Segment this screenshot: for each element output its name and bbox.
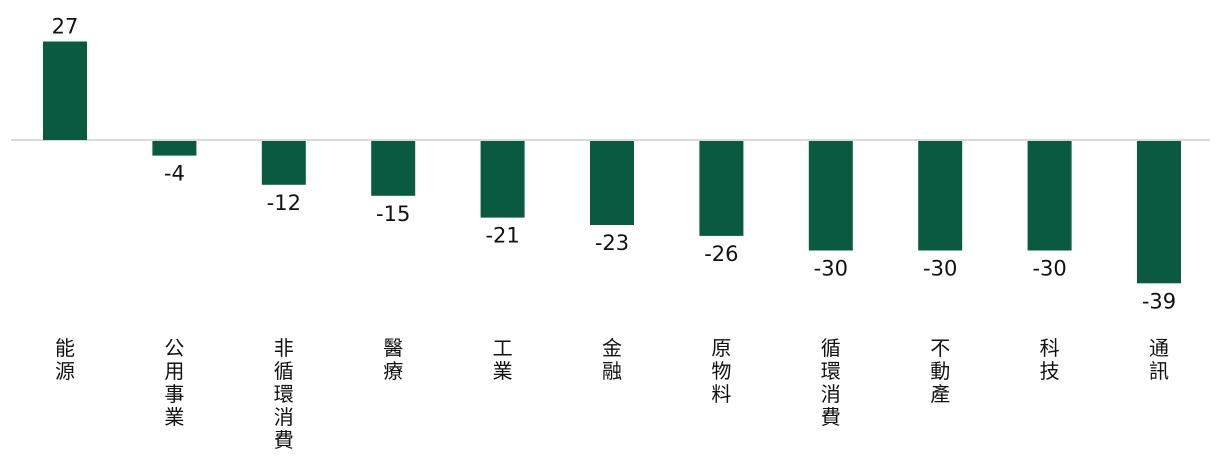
bar — [590, 141, 634, 225]
category-label: 科技 — [1040, 336, 1060, 383]
category-label-group: 能源 公用事業 非循環消費 醫療 工業 金融 原物料 循環消費 不動產 科技 通訊 — [55, 336, 1169, 452]
bar — [1027, 141, 1072, 251]
bar — [43, 41, 87, 140]
bar — [152, 141, 197, 156]
data-label: -23 — [595, 231, 629, 255]
data-label: -39 — [1142, 289, 1176, 313]
bar — [699, 141, 744, 236]
category-label: 不動產 — [930, 336, 950, 406]
category-label: 金融 — [602, 336, 622, 383]
bar — [261, 141, 306, 185]
category-label: 循環消費 — [821, 336, 841, 429]
bar-group — [43, 41, 1181, 284]
bar — [1137, 141, 1181, 284]
category-label: 醫療 — [383, 336, 403, 383]
bar — [808, 141, 853, 251]
bar — [918, 141, 963, 251]
category-label: 通訊 — [1149, 336, 1169, 383]
category-label: 公用事業 — [164, 336, 184, 429]
bar — [371, 141, 416, 196]
data-label: -4 — [164, 162, 185, 186]
data-label: -30 — [1032, 257, 1066, 281]
category-label: 非循環消費 — [274, 336, 294, 452]
bar — [480, 141, 525, 218]
data-label: -30 — [814, 257, 848, 281]
category-label: 工業 — [493, 336, 513, 383]
data-label: 27 — [52, 15, 79, 39]
category-label: 能源 — [55, 336, 75, 383]
data-label: -15 — [376, 202, 410, 226]
data-label: -12 — [267, 191, 301, 215]
data-label: -21 — [485, 224, 519, 248]
value-label-group: 27 -4 -12 -15 -21 -23 -26 -30 -30 -30 -39 — [52, 15, 1177, 314]
data-label: -26 — [704, 242, 738, 266]
data-label: -30 — [923, 257, 957, 281]
category-label: 原物料 — [711, 336, 731, 406]
